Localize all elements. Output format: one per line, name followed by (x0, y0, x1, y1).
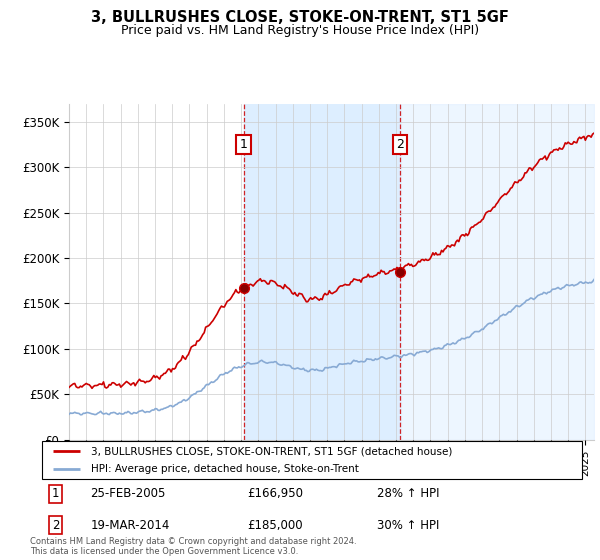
Text: 2: 2 (52, 519, 59, 532)
Text: 1: 1 (239, 138, 247, 151)
Text: Price paid vs. HM Land Registry's House Price Index (HPI): Price paid vs. HM Land Registry's House … (121, 24, 479, 36)
Text: £166,950: £166,950 (247, 487, 303, 501)
Text: 19-MAR-2014: 19-MAR-2014 (91, 519, 170, 532)
Text: 28% ↑ HPI: 28% ↑ HPI (377, 487, 439, 501)
Text: HPI: Average price, detached house, Stoke-on-Trent: HPI: Average price, detached house, Stok… (91, 464, 358, 474)
Text: 2: 2 (396, 138, 404, 151)
Text: £185,000: £185,000 (247, 519, 303, 532)
Text: 30% ↑ HPI: 30% ↑ HPI (377, 519, 439, 532)
Text: 3, BULLRUSHES CLOSE, STOKE-ON-TRENT, ST1 5GF: 3, BULLRUSHES CLOSE, STOKE-ON-TRENT, ST1… (91, 10, 509, 25)
Text: 25-FEB-2005: 25-FEB-2005 (91, 487, 166, 501)
Text: Contains HM Land Registry data © Crown copyright and database right 2024.: Contains HM Land Registry data © Crown c… (30, 537, 356, 546)
Text: 3, BULLRUSHES CLOSE, STOKE-ON-TRENT, ST1 5GF (detached house): 3, BULLRUSHES CLOSE, STOKE-ON-TRENT, ST1… (91, 446, 452, 456)
Text: This data is licensed under the Open Government Licence v3.0.: This data is licensed under the Open Gov… (30, 547, 298, 556)
Text: 1: 1 (52, 487, 59, 501)
